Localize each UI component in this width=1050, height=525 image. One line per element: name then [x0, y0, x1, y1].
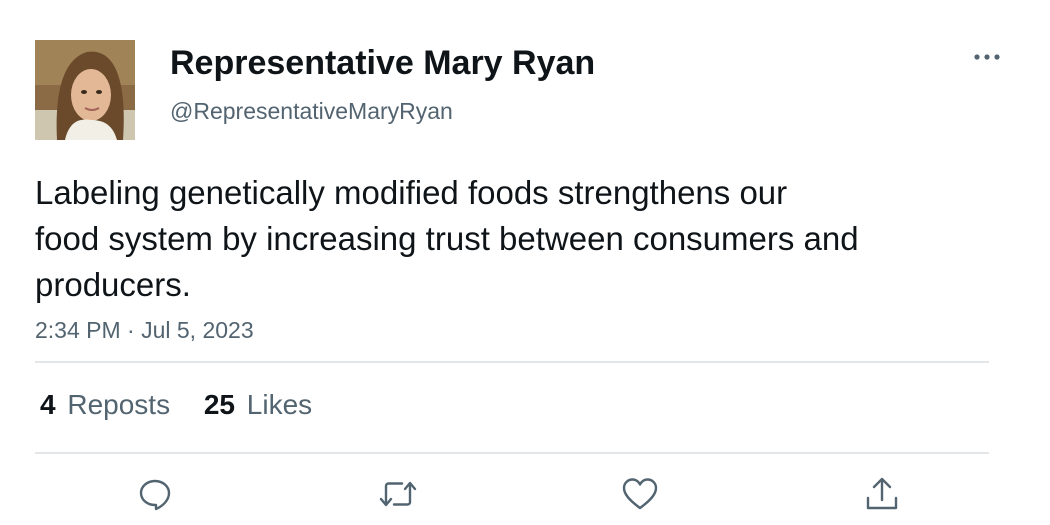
likes-label: Likes: [246, 389, 313, 420]
reposts-label: Reposts: [67, 389, 171, 420]
divider: [35, 361, 989, 363]
reposts-stat[interactable]: 4 Reposts: [40, 385, 170, 425]
more-options-button[interactable]: [966, 40, 1010, 74]
tweet-timestamp[interactable]: 2:34 PM · Jul 5, 2023: [35, 317, 254, 343]
profile-photo-icon: [35, 40, 135, 140]
reply-icon: [139, 479, 171, 511]
like-icon: [622, 478, 658, 510]
likes-count: 25: [203, 389, 236, 420]
repost-button[interactable]: [376, 472, 420, 516]
reposts-count: 4: [40, 389, 56, 420]
share-icon: [866, 477, 898, 510]
tweet-text-line: food system by increasing trust between …: [35, 220, 859, 257]
engagement-stats: 4 Reposts 25 Likes: [40, 385, 338, 425]
tweet-text-line: Labeling genetically modified foods stre…: [35, 174, 788, 211]
likes-stat[interactable]: 25 Likes: [204, 385, 312, 425]
more-icon: [974, 54, 1000, 60]
repost-icon: [379, 481, 417, 507]
like-button[interactable]: [618, 472, 662, 516]
tweet-text: Labeling genetically modified foods stre…: [35, 170, 985, 308]
author-handle[interactable]: @RepresentativeMaryRyan: [170, 98, 453, 124]
reply-button[interactable]: [133, 472, 177, 516]
tweet-text-line: producers.: [35, 266, 191, 303]
divider: [35, 452, 989, 454]
author-display-name[interactable]: Representative Mary Ryan: [170, 44, 596, 82]
share-button[interactable]: [860, 472, 904, 516]
avatar[interactable]: [35, 40, 135, 140]
